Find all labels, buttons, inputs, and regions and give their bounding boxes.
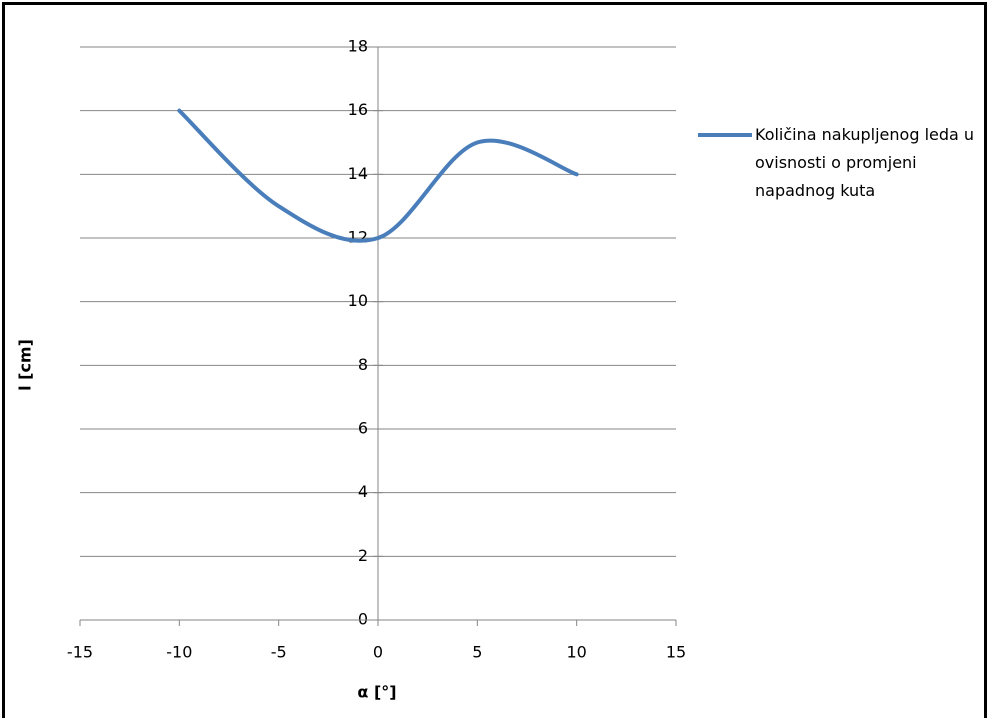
y-tick-label: 18 bbox=[348, 37, 368, 56]
y-tick-label: 12 bbox=[348, 228, 368, 247]
y-tick-label: 10 bbox=[348, 291, 368, 310]
y-tick-label: 6 bbox=[358, 419, 368, 438]
x-tick-label: -15 bbox=[67, 643, 93, 662]
x-tick-label: 5 bbox=[472, 643, 482, 662]
x-tick-label: 10 bbox=[566, 643, 586, 662]
x-tick-label: 15 bbox=[666, 643, 686, 662]
x-tick-label: 0 bbox=[373, 643, 383, 662]
y-tick-label: 8 bbox=[358, 355, 368, 374]
y-tick-label: 16 bbox=[348, 100, 368, 119]
x-tick-label: -10 bbox=[166, 643, 192, 662]
y-tick-label: 2 bbox=[358, 546, 368, 565]
y-axis-title: l [cm] bbox=[16, 339, 35, 391]
y-tick-label: 4 bbox=[358, 482, 368, 501]
legend-label: Količina nakupljenog leda u ovisnosti o … bbox=[755, 125, 975, 200]
data-line bbox=[177, 108, 579, 243]
x-axis-title: α [°] bbox=[357, 683, 396, 702]
x-tick-label: -5 bbox=[271, 643, 287, 662]
y-tick-label: 14 bbox=[348, 164, 368, 183]
y-tick-label: 0 bbox=[358, 610, 368, 629]
